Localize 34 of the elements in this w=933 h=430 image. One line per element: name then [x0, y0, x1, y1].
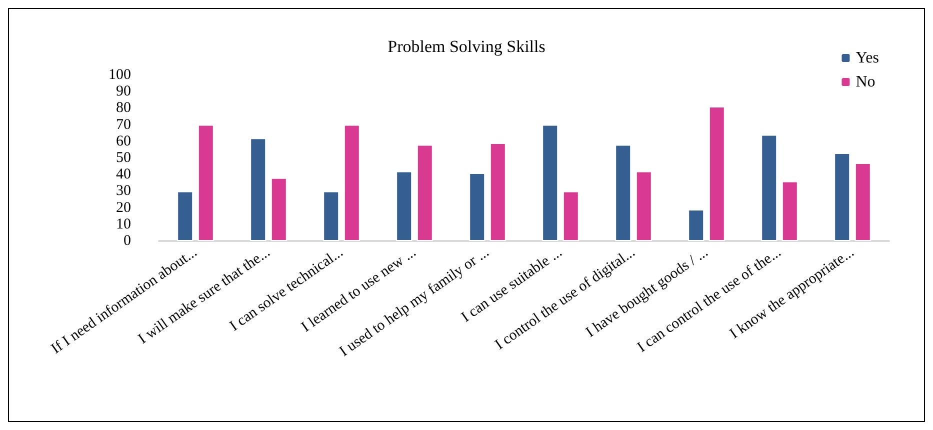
bar	[834, 153, 850, 241]
bar	[761, 134, 778, 241]
bar	[708, 106, 725, 241]
y-tick-label: 80	[116, 100, 131, 116]
bar	[323, 191, 340, 241]
bar	[636, 171, 652, 241]
bar	[416, 144, 433, 241]
bar	[250, 138, 266, 241]
y-tick-label: 30	[116, 183, 131, 200]
bar	[542, 124, 558, 241]
y-tick-label: 60	[116, 133, 131, 150]
y-tick-label: 0	[124, 233, 131, 249]
bar	[615, 144, 632, 241]
bar	[562, 191, 579, 241]
bar	[270, 178, 287, 241]
bar	[854, 162, 871, 241]
bar	[396, 171, 412, 241]
legend-label: No	[856, 74, 876, 90]
bar	[344, 124, 360, 241]
y-tick-label: 10	[116, 216, 131, 232]
chart-title: Problem Solving Skills	[388, 37, 546, 56]
bar	[782, 181, 798, 241]
bar	[177, 191, 194, 241]
bar	[490, 143, 506, 241]
bar	[198, 124, 214, 241]
bar	[469, 172, 486, 241]
y-tick-label: 90	[116, 84, 131, 100]
y-tick-label: 20	[116, 200, 131, 216]
y-tick-label: 40	[116, 166, 131, 183]
y-tick-label: 100	[108, 67, 131, 83]
bar	[688, 209, 704, 241]
y-tick-label: 70	[116, 116, 131, 133]
y-tick-label: 50	[116, 150, 131, 166]
legend-label: Yes	[856, 50, 879, 66]
